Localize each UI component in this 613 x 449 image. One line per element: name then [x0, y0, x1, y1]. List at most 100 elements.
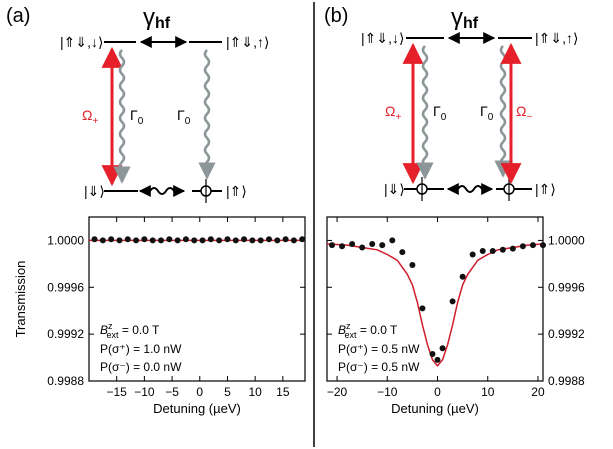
x-tick-label: 0: [434, 385, 441, 399]
annotation-field-sub-a: ext: [107, 330, 120, 340]
rabi-label-a: Ω+: [82, 107, 98, 127]
annotation-field-value-b: = 0.0 T: [357, 323, 398, 337]
data-point: [133, 237, 140, 244]
decay-label-right-b: Γ0: [480, 103, 494, 123]
y-tick-label: 0.9992: [548, 327, 585, 341]
decay-label-left-a: Γ0: [130, 107, 144, 127]
y-axis-label-a: Transmission: [13, 261, 28, 338]
state-ground-right-a: |⇑⟩: [226, 183, 247, 199]
data-points-a: [91, 236, 306, 244]
data-point: [108, 236, 115, 243]
panel-label-a: (a): [6, 5, 30, 27]
x-tick-label: 0: [196, 385, 203, 399]
rabi-subscript-plus-b: +: [395, 112, 401, 123]
decay-subscript-left-b: 0: [441, 112, 447, 123]
x-tick-label: −15: [107, 385, 128, 399]
data-point: [216, 237, 223, 244]
annotation-field-value-a: = 0.0 T: [119, 323, 160, 337]
y-tick-label: 1.0000: [548, 233, 585, 247]
state-ground-left-b: |⇓⟩: [384, 181, 405, 197]
decay-label-right-a: Γ0: [177, 107, 191, 127]
coupling-label-a: γhf: [143, 4, 171, 32]
energy-diagram-a: (a) γhf |⇑⇓,↓⟩ |⇑⇓,↑⟩ |⇓⟩ |⇑⟩ Ω+ Γ0 Γ0: [6, 4, 269, 203]
data-point: [449, 298, 456, 305]
data-point: [499, 246, 506, 253]
state-excited-right-b: |⇑⇓,↑⟩: [535, 30, 578, 46]
data-point: [241, 236, 248, 243]
data-point: [174, 237, 181, 244]
annotation-field-symbol-b: B: [338, 323, 346, 337]
data-point: [274, 237, 281, 244]
rabi-label-plus-b: Ω+: [385, 103, 401, 123]
data-point: [389, 237, 396, 244]
rabi-symbol-a: Ω: [82, 107, 92, 123]
rabi-subscript-a: +: [92, 116, 98, 127]
data-point: [529, 242, 536, 249]
data-point: [158, 237, 164, 244]
x-ticks-a: −15 −10 −5 0 5 10 15: [107, 217, 290, 399]
annotation-field-symbol-a: B: [100, 323, 108, 337]
data-point: [232, 237, 239, 244]
panel-label-b: (b): [324, 5, 348, 27]
decay-label-left-b: Γ0: [433, 103, 447, 123]
annotation-field-sup-a: z: [108, 321, 113, 331]
decay-wiggle-left-a: [113, 49, 131, 184]
plot-frame-b: [326, 216, 544, 382]
y-ticks-a: 0.9988 0.9992 0.9996 1.0000: [47, 233, 305, 388]
y-tick-label: 0.9988: [548, 374, 585, 388]
x-tick-label: 10: [248, 385, 262, 399]
y-ticks-b: 0.9988 0.9992 0.9996 1.0000: [327, 233, 585, 388]
transmission-chart-a: −15 −10 −5 0 5 10 15 0.99880.99920.99961.0000 …: [13, 216, 306, 416]
data-point: [99, 237, 106, 244]
data-point: [182, 236, 189, 243]
coupling-subscript-b: hf: [463, 15, 479, 32]
x-axis-label-b: Detuning (µeV): [391, 401, 479, 416]
x-tick-label: −10: [134, 385, 155, 399]
x-tick-label: −5: [165, 385, 179, 399]
data-point: [329, 242, 336, 249]
annotation-field-b: Bz ext = 0.0 T: [338, 321, 398, 340]
data-point: [224, 236, 231, 243]
x-tick-label: −20: [327, 385, 348, 399]
coupling-wiggle-ground-a: [149, 187, 175, 195]
data-point: [419, 305, 426, 312]
coupling-symbol-b: γ: [451, 4, 463, 31]
decay-symbol-right-b: Γ: [480, 103, 488, 119]
coupling-label-b: γhf: [451, 4, 479, 32]
rabi-symbol-plus-b: Ω: [385, 103, 395, 119]
rabi-label-minus-b: Ω−: [516, 103, 532, 123]
state-excited-right-a: |⇑⇓,↑⟩: [226, 34, 269, 50]
fit-curve: [326, 243, 544, 367]
rabi-subscript-minus-b: −: [526, 112, 532, 123]
decay-wiggle-left-b: [416, 45, 434, 180]
annotation-power-plus-b: P(σ⁺) = 0.5 nW: [338, 342, 420, 356]
data-point: [266, 236, 272, 243]
x-tick-label: 20: [531, 385, 545, 399]
data-point: [429, 351, 436, 358]
decay-wiggle-right-b: [494, 45, 512, 178]
data-point: [369, 240, 376, 247]
data-point: [299, 236, 306, 243]
data-point: [540, 242, 546, 249]
data-point: [409, 262, 416, 269]
data-point: [282, 236, 289, 243]
x-tick-label: 15: [276, 385, 290, 399]
coupling-symbol-a: γ: [143, 4, 155, 31]
rabi-symbol-minus-b: Ω: [516, 103, 526, 119]
decay-subscript-left-a: 0: [138, 116, 144, 127]
state-ground-right-b: |⇑⟩: [535, 181, 556, 197]
data-point: [199, 237, 206, 244]
data-point: [339, 243, 346, 250]
data-point: [519, 243, 526, 250]
data-point: [479, 247, 486, 254]
annotation-field-sub-b: ext: [345, 330, 358, 340]
x-tick-label: 5: [224, 385, 231, 399]
data-point: [290, 237, 297, 244]
data-point: [349, 240, 356, 247]
decay-subscript-right-b: 0: [488, 112, 494, 123]
fit-line-b: [326, 243, 544, 367]
data-points-b: [329, 237, 546, 363]
plot-frame-a: [88, 216, 306, 382]
data-point: [489, 247, 496, 254]
